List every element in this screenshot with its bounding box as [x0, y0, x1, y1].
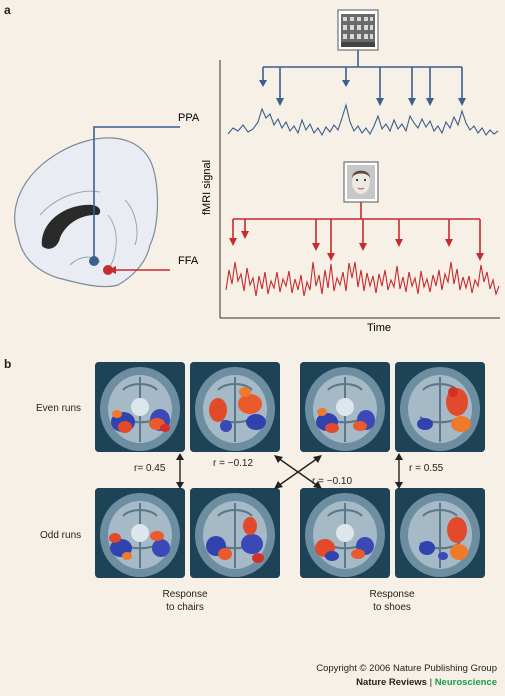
journal-separator: | — [426, 677, 435, 688]
brain-slice-odd-shoes-left — [300, 488, 390, 578]
brain-slice-even-shoes-left — [300, 362, 390, 452]
ppa-label: PPA — [178, 112, 200, 124]
response-shoes-line1: Response — [369, 589, 415, 600]
even-runs-label: Even runs — [36, 403, 82, 414]
brain-slice-odd-chairs-left — [95, 488, 185, 578]
corr-cross-upper-label: r = −0.12 — [213, 458, 254, 469]
corr-cross-lower-label: r = −0.10 — [312, 476, 353, 487]
corr-chairs-label: r= 0.45 — [134, 463, 166, 474]
response-chairs-line1: Response — [162, 589, 208, 600]
x-axis-label: Time — [367, 322, 391, 334]
panel-b-label: b — [4, 357, 12, 371]
brain-slice-even-chairs-left — [95, 362, 185, 452]
copyright-footer: Copyright © 2006 Nature Publishing Group… — [316, 662, 497, 690]
ppa-marker — [89, 256, 99, 266]
odd-runs-label: Odd runs — [40, 530, 82, 541]
y-axis-label: fMRI signal — [201, 160, 213, 215]
ffa-marker — [103, 265, 113, 275]
journal-line: Nature Reviews | Neuroscience — [316, 676, 497, 690]
brain-slice-odd-shoes-right — [395, 488, 485, 578]
panel-a-label: a — [4, 3, 11, 17]
brain-slice-odd-chairs-right — [190, 488, 280, 578]
journal-name: Nature Reviews — [356, 677, 427, 688]
ffa-signal-trace — [225, 261, 500, 297]
brain-sagittal-icon — [14, 137, 159, 288]
copyright-text: Copyright © 2006 Nature Publishing Group — [316, 663, 497, 674]
response-chairs-label: Response to chairs — [130, 588, 240, 614]
face-photo-icon — [343, 161, 379, 203]
response-shoes-line2: to shoes — [373, 602, 411, 613]
ffa-onset-arrows — [229, 202, 484, 261]
ppa-signal-trace — [227, 102, 499, 137]
journal-subject: Neuroscience — [434, 677, 497, 688]
panel-a-figure: PPA FFA fMRI signal Time — [14, 9, 500, 334]
corr-shoes-label: r = 0.55 — [409, 463, 444, 474]
ppa-connector-line — [93, 126, 180, 260]
brain-slice-even-chairs-right — [190, 362, 280, 452]
response-chairs-line2: to chairs — [166, 602, 204, 613]
building-photo-icon — [337, 9, 379, 51]
ppa-onset-arrows — [259, 50, 466, 106]
brain-slice-even-shoes-right — [395, 362, 485, 452]
response-shoes-label: Response to shoes — [337, 588, 447, 614]
ffa-label: FFA — [178, 255, 199, 267]
